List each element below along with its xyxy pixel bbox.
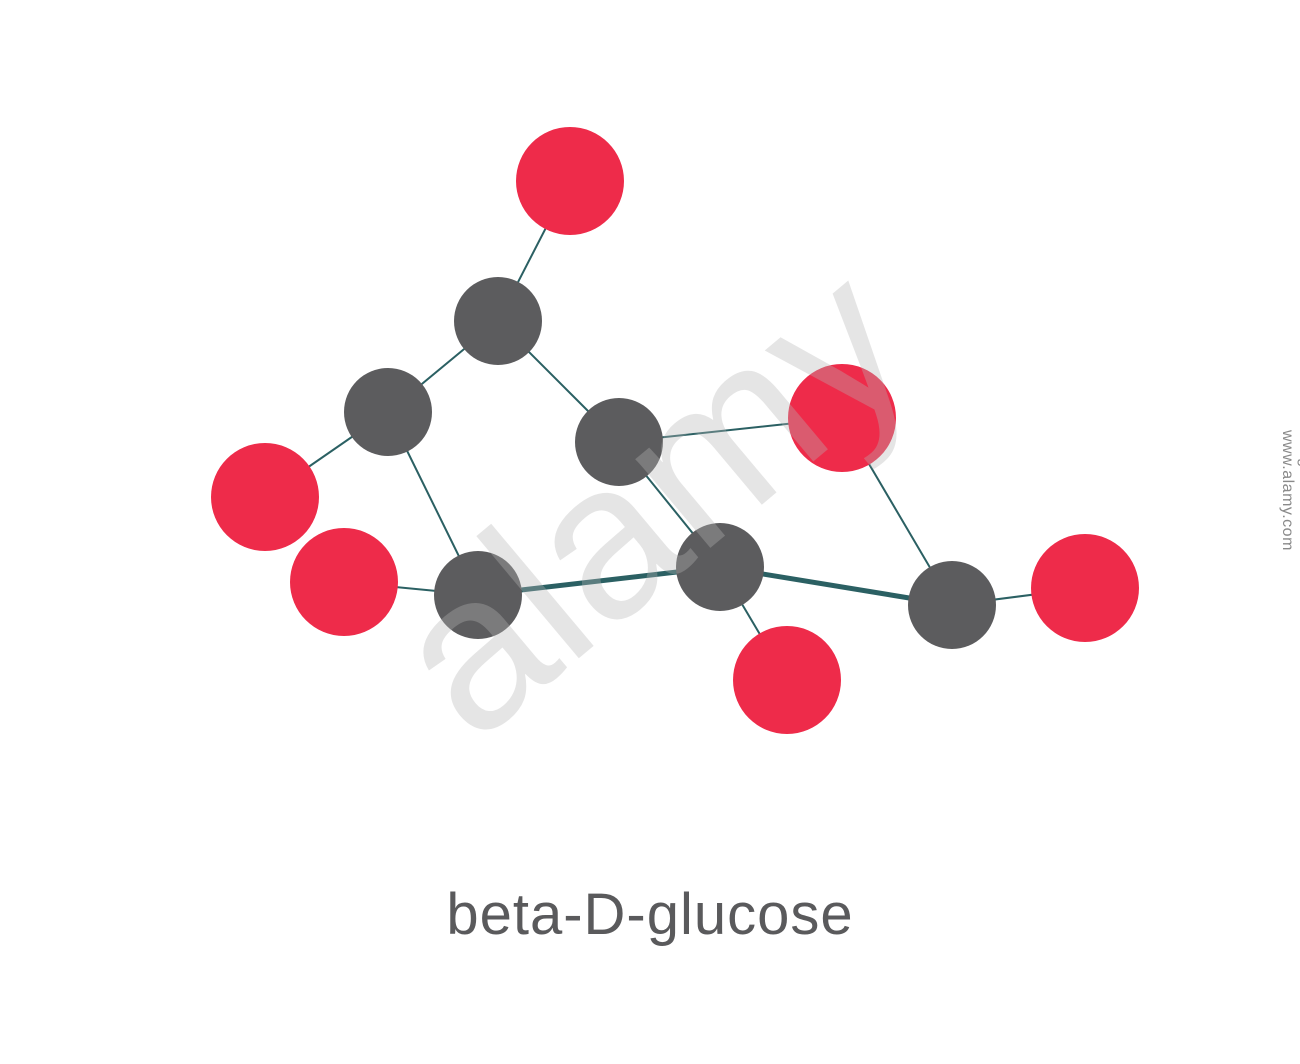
- molecule-caption: beta-D-glucose: [446, 881, 853, 948]
- oxygen-atom: [733, 626, 841, 734]
- carbon-atom: [454, 277, 542, 365]
- carbon-atom: [344, 368, 432, 456]
- diagram-canvas: alamy beta-D-glucose Image ID: 2C9JT04 w…: [0, 0, 1300, 1064]
- carbon-atom: [908, 561, 996, 649]
- oxygen-atom: [516, 127, 624, 235]
- oxygen-atom: [211, 443, 319, 551]
- watermark-side: Image ID: 2C9JT04 www.alamy.com: [1278, 430, 1300, 577]
- oxygen-atom: [1031, 534, 1139, 642]
- watermark-url: www.alamy.com: [1279, 430, 1296, 551]
